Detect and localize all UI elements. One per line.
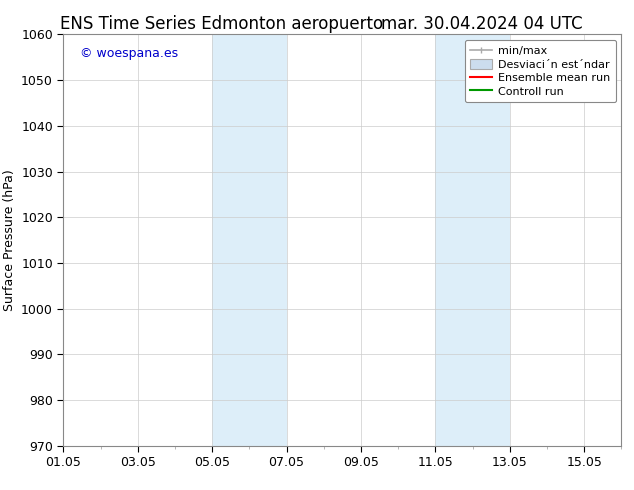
Text: mar. 30.04.2024 04 UTC: mar. 30.04.2024 04 UTC (381, 15, 583, 33)
Bar (436, 34, 510, 446)
Y-axis label: Surface Pressure (hPa): Surface Pressure (hPa) (3, 169, 16, 311)
Bar (212, 34, 287, 446)
Text: © woespana.es: © woespana.es (80, 47, 178, 60)
Legend: min/max, Desviaci´n est´ndar, Ensemble mean run, Controll run: min/max, Desviaci´n est´ndar, Ensemble m… (465, 40, 616, 102)
Text: ENS Time Series Edmonton aeropuerto: ENS Time Series Edmonton aeropuerto (60, 15, 384, 33)
